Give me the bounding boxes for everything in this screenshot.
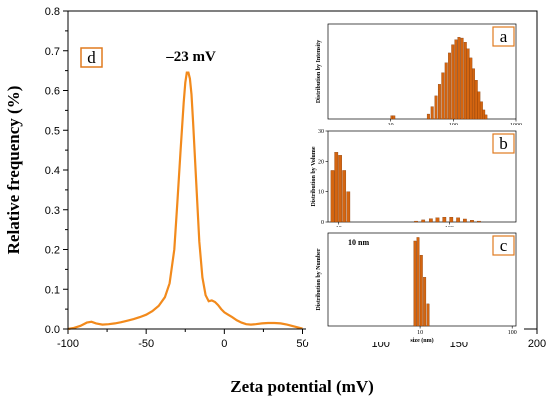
y-tick-label: 0.3: [45, 205, 60, 217]
peak-annotation: –23 mV: [165, 49, 216, 65]
y-tick-label: 0.4: [45, 165, 60, 177]
main-plot: -100 -50 0 50 100 150 2000.00.10.20.30.40.50.6…: [4, 6, 546, 396]
panel-label-d: d: [87, 48, 96, 67]
y-tick-label: 0.2: [45, 245, 60, 257]
y-tick-label: 0.5: [45, 125, 60, 137]
inset-c: 10 100 Distribution by Number size (nm) 10 n…: [306, 227, 524, 344]
inset-y-tick-label: 20: [318, 159, 324, 165]
inset-bar: [426, 113, 430, 120]
inset-bar: [442, 216, 447, 223]
y-tick-label: 0.0: [45, 324, 60, 336]
inset-bar: [430, 106, 434, 120]
y-tick-label: 0.7: [45, 46, 60, 58]
inset-bar: [437, 84, 441, 120]
x-tick-label: 50: [296, 338, 308, 350]
inset-panel-label-box: [492, 26, 515, 47]
inset-bar: [463, 218, 467, 223]
inset-y-axis-title: Distribution by Intensity: [316, 40, 322, 103]
inset-panel-label-box: [492, 235, 515, 256]
inset-bar: [334, 152, 339, 223]
inset-bar: [428, 218, 433, 223]
x-axis-title: Zeta potential (mV): [230, 377, 374, 396]
inset-bar: [434, 95, 438, 120]
inset-bar: [413, 240, 417, 327]
inset-bar: [444, 62, 448, 120]
inset-bar: [457, 37, 461, 120]
inset-bar: [330, 170, 335, 223]
inset-y-axis-title: Distribution by Number: [316, 248, 322, 310]
inset-bar: [423, 277, 427, 327]
inset-bar: [451, 44, 455, 120]
inset-x-tick-label: 100: [508, 330, 517, 336]
y-tick-label: 0.8: [45, 6, 60, 18]
inset-panel-label: a: [500, 27, 508, 46]
inset-bar: [474, 80, 478, 120]
inset-panel-label: c: [500, 236, 508, 255]
main-plot-frame: [67, 10, 538, 330]
inset-panel-label-box: [492, 133, 515, 154]
inset-bar: [346, 191, 351, 223]
inset-annotation: 10 nm: [348, 238, 369, 247]
inset-panel-label: b: [499, 134, 508, 153]
inset-bar: [416, 237, 420, 327]
x-tick-label: -50: [138, 338, 154, 350]
inset-bar: [338, 155, 342, 223]
inset-background: [306, 18, 524, 131]
inset-bar: [435, 217, 440, 223]
inset-y-tick-label: 10: [318, 190, 324, 196]
inset-bar: [477, 220, 481, 223]
inset-bar: [426, 303, 430, 327]
inset-bar: [448, 52, 451, 120]
inset-bar: [441, 72, 445, 120]
inset-y-axis-title: Distribution by Volume: [311, 146, 317, 206]
inset-x-axis-title: size (nm): [410, 337, 433, 344]
inset-bar: [470, 220, 474, 223]
inset-bar: [454, 39, 458, 120]
inset-bar: [484, 114, 488, 120]
inset-bar: [472, 68, 475, 120]
inset-bar: [482, 109, 486, 120]
inset-x-tick-label: 10: [417, 330, 423, 336]
inset-bar: [477, 91, 481, 120]
y-tick-label: 0.6: [45, 86, 60, 98]
x-tick-label: 0: [221, 338, 227, 350]
y-tick-label: 0.1: [45, 284, 60, 296]
x-tick-label: 200: [528, 338, 546, 350]
inset-bar: [342, 170, 347, 223]
inset-bar: [456, 217, 460, 223]
inset-y-tick-label: 0: [321, 220, 324, 226]
panel-label-box-d: [80, 47, 103, 68]
inset-bar: [466, 48, 470, 120]
inset-bar: [469, 57, 473, 120]
inset-bar: [449, 216, 454, 223]
inset-bar: [460, 37, 464, 120]
y-axis-title: Relative frequency (%): [4, 86, 23, 255]
inset-bar: [419, 254, 423, 327]
inset-bar: [463, 42, 467, 120]
inset-bar: [421, 219, 426, 223]
inset-bar: [414, 220, 418, 223]
inset-bar: [392, 115, 396, 120]
x-tick-label: -100: [57, 338, 79, 350]
inset-frame: [327, 23, 517, 120]
zeta-potential-curve: [67, 71, 303, 331]
inset-y-tick-label: 30: [318, 129, 324, 135]
